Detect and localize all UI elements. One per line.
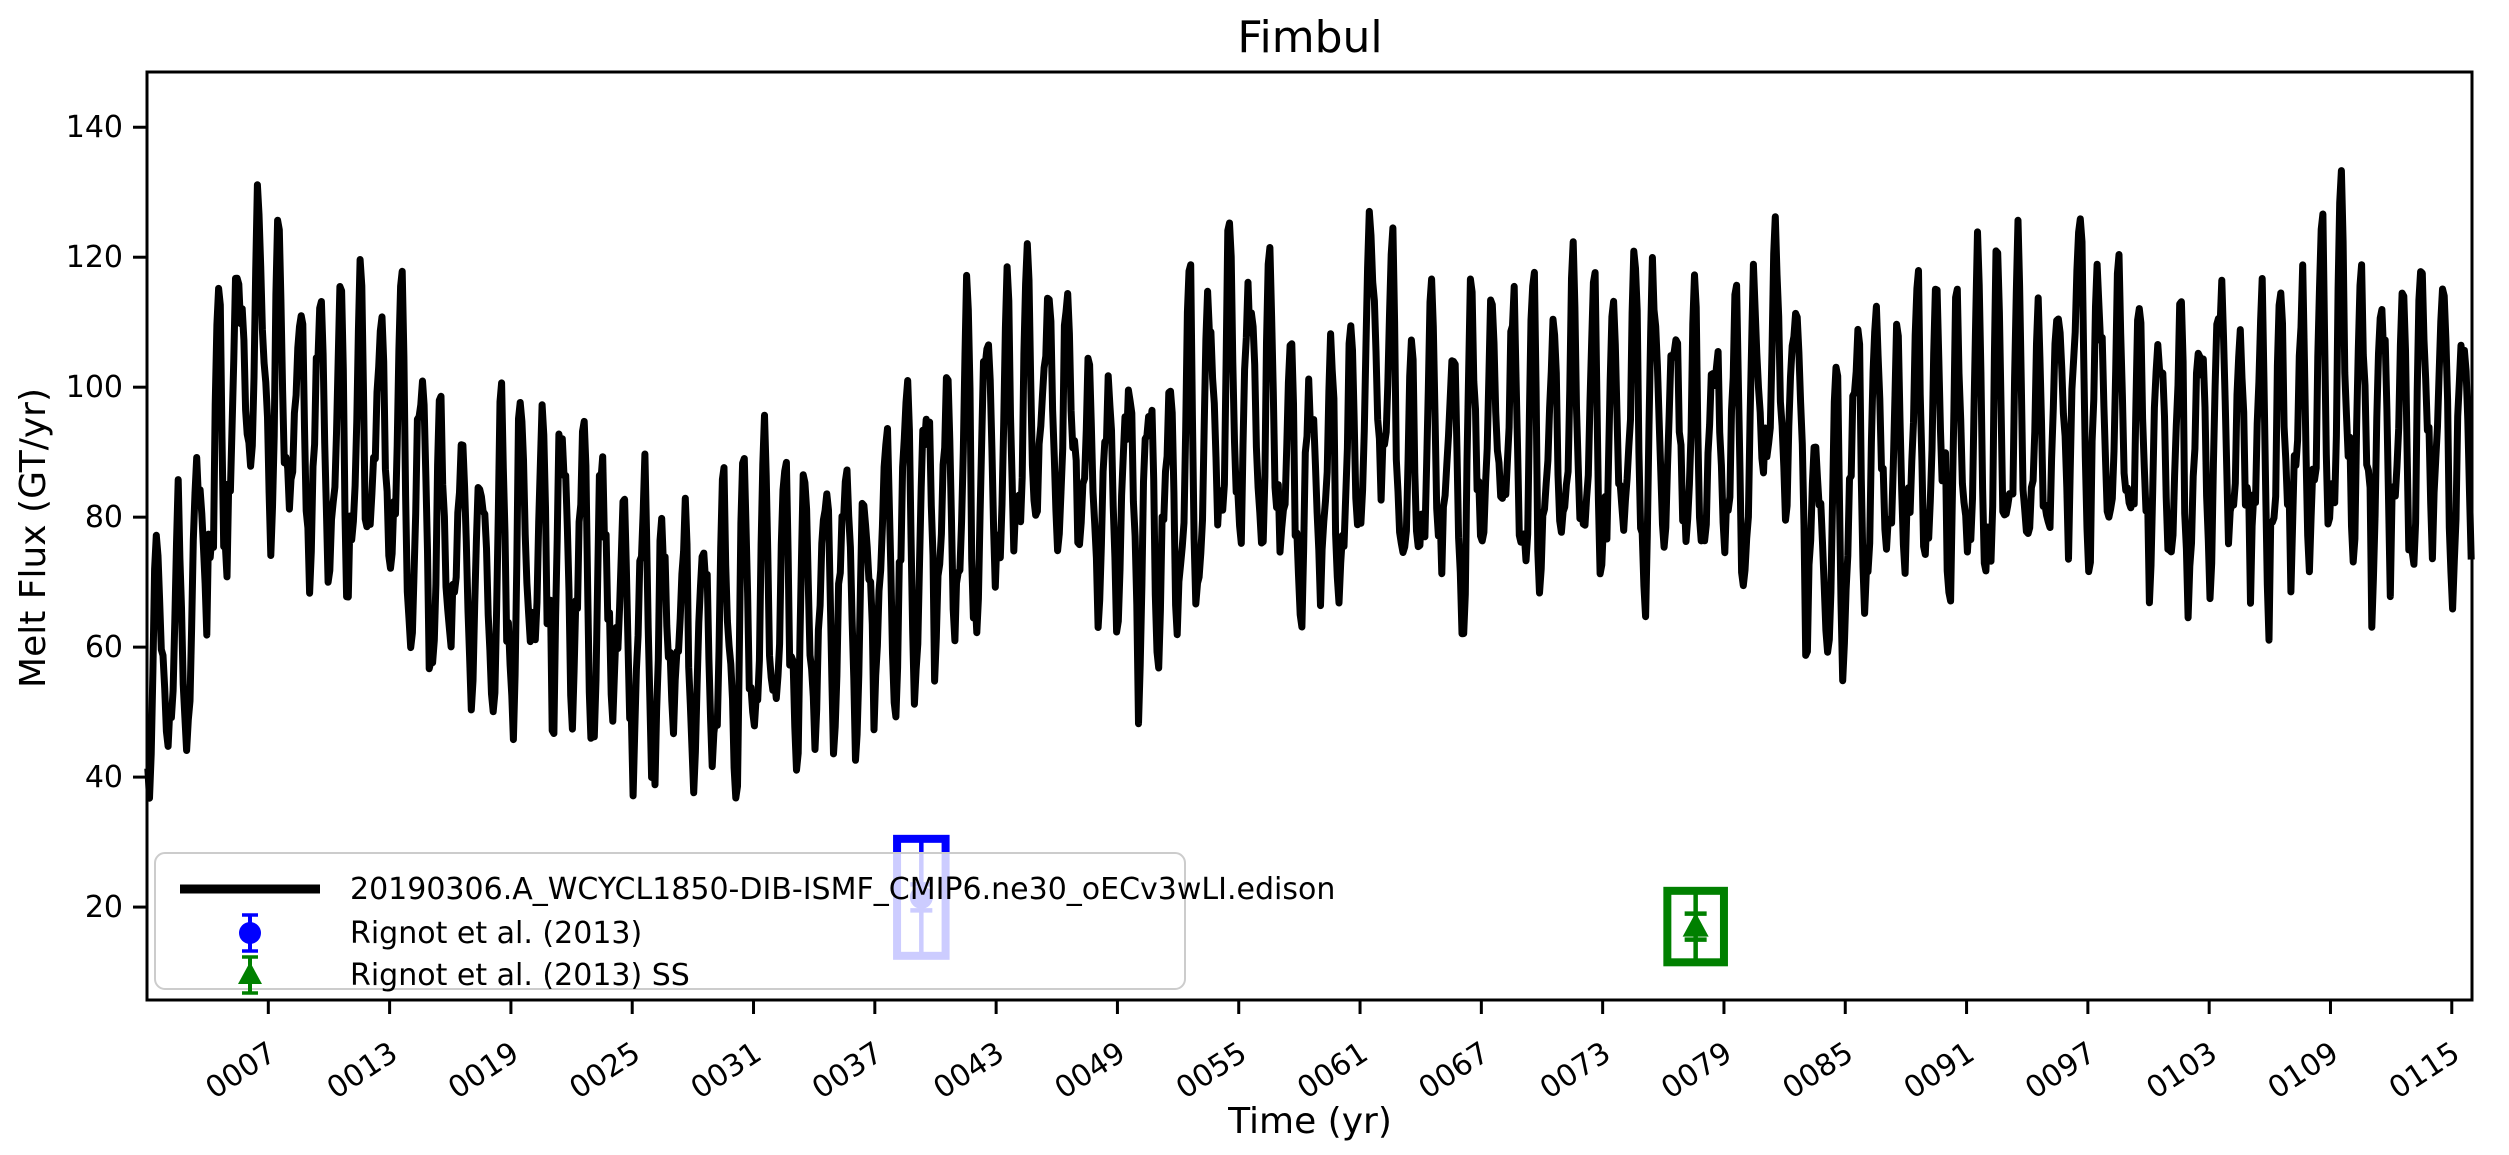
legend-box bbox=[154, 852, 1186, 990]
x-tick-label: 0031 bbox=[685, 1035, 768, 1106]
y-tick-label: 120 bbox=[66, 240, 123, 275]
x-tick-label: 0067 bbox=[1413, 1035, 1496, 1106]
x-tick-label: 0007 bbox=[200, 1035, 283, 1106]
x-tick-label: 0079 bbox=[1655, 1035, 1738, 1106]
chart-title: Fimbul bbox=[1237, 12, 1382, 63]
x-tick-label: 0055 bbox=[1170, 1035, 1253, 1106]
model-series-line bbox=[144, 167, 2475, 802]
x-axis-label: Time (yr) bbox=[1227, 1101, 1392, 1142]
x-tick-label: 0061 bbox=[1291, 1035, 1374, 1106]
x-tick-label: 0043 bbox=[927, 1035, 1010, 1106]
y-tick-label: 60 bbox=[85, 630, 123, 665]
x-tick-label: 0073 bbox=[1534, 1035, 1617, 1106]
x-tick-label: 0097 bbox=[2019, 1035, 2102, 1106]
y-tick-label: 80 bbox=[85, 500, 123, 535]
legend-label-2: Rignot et al. (2013) SS bbox=[350, 958, 690, 993]
plot-area: 20 40 60 80 100 120 140 0007 0013 0019 0025 0031 003… bbox=[66, 70, 2475, 1106]
axes-frame bbox=[145, 70, 2474, 1002]
legend-triangle-marker bbox=[238, 962, 262, 984]
obs-triangle-marker bbox=[1682, 912, 1709, 937]
y-tick-label: 40 bbox=[85, 760, 123, 795]
x-tick-label: 0019 bbox=[442, 1035, 525, 1106]
x-tick-label: 0115 bbox=[2383, 1035, 2466, 1106]
legend-label-1: Rignot et al. (2013) bbox=[350, 916, 642, 951]
x-tick-label: 0049 bbox=[1049, 1035, 1132, 1106]
y-tick-label: 100 bbox=[66, 370, 123, 405]
x-tick-label: 0091 bbox=[1898, 1035, 1981, 1106]
x-tick-label: 0025 bbox=[563, 1035, 646, 1106]
legend-circle-marker bbox=[239, 922, 261, 944]
x-tick-label: 0013 bbox=[321, 1035, 404, 1106]
legend-label-0: 20190306.A_WCYCL1850-DIB-ISMF_CMIP6.ne30… bbox=[350, 872, 1335, 907]
x-tick-label: 0085 bbox=[1777, 1035, 1860, 1106]
y-tick-label: 20 bbox=[85, 890, 123, 925]
x-tick-label: 0109 bbox=[2262, 1035, 2345, 1106]
y-tick-label: 140 bbox=[66, 110, 123, 145]
y-axis-label: Melt Flux (GT/yr) bbox=[13, 388, 54, 688]
x-tick-label: 0103 bbox=[2140, 1035, 2223, 1106]
x-tick-label: 0037 bbox=[806, 1035, 889, 1106]
